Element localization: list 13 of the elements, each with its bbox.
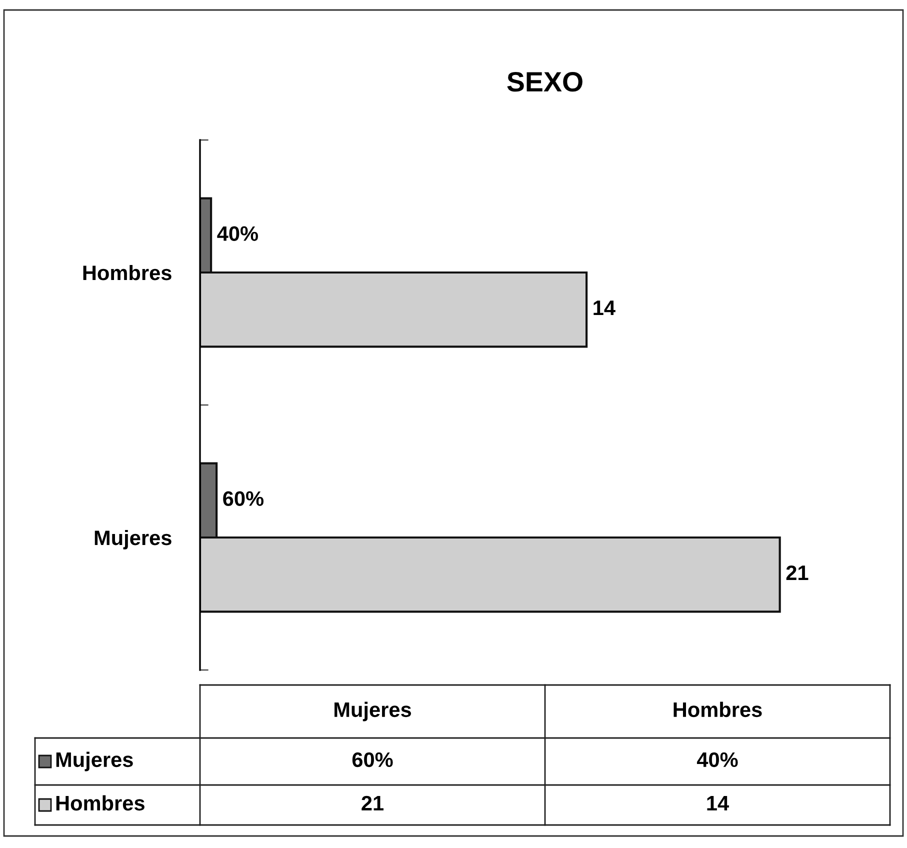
category-label: Mujeres <box>334 702 412 722</box>
category-label: Hombres <box>674 702 762 718</box>
text: 21 <box>362 796 384 810</box>
data-label: 21 <box>786 565 808 580</box>
legend-label: Hombres <box>56 795 144 811</box>
chart-title: SEXO <box>507 72 582 92</box>
legend-label: Mujeres <box>56 752 133 772</box>
text: 14 <box>707 796 729 810</box>
text: 60% <box>352 752 393 768</box>
text: 40% <box>696 752 738 768</box>
data-label: 40% <box>217 226 258 241</box>
data-label: 60% <box>223 491 264 506</box>
data-label: 14 <box>594 300 616 315</box>
